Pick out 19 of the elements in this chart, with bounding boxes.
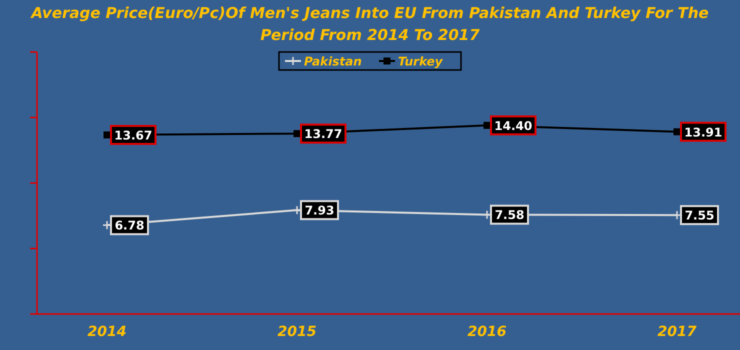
data-label: 6.78	[114, 218, 144, 233]
point	[294, 130, 300, 138]
legend-label: Turkey	[398, 54, 444, 68]
point	[104, 131, 110, 138]
x-tick-label: 2016	[468, 324, 507, 340]
legend-label: Pakistan	[304, 54, 362, 68]
data-label: 7.55	[684, 208, 714, 223]
data-label: 13.67	[114, 128, 152, 142]
data-label: 13.77	[304, 127, 342, 142]
data-label: 13.91	[684, 125, 722, 140]
data-label: 7.58	[494, 208, 524, 222]
x-tick-label: 2015	[278, 324, 317, 340]
data-label: 14.40	[494, 118, 532, 133]
chart-title: Average Price(Euro/Pc)Of Men's Jeans Into EU From Pakistan And Turkey For The Period From 2014 To 2017	[30, 4, 709, 44]
data-label: 7.93	[304, 204, 334, 218]
point	[484, 122, 490, 129]
x-tick-label: 2014	[88, 324, 126, 340]
x-tick-label: 2017	[658, 324, 697, 340]
point	[674, 128, 680, 136]
